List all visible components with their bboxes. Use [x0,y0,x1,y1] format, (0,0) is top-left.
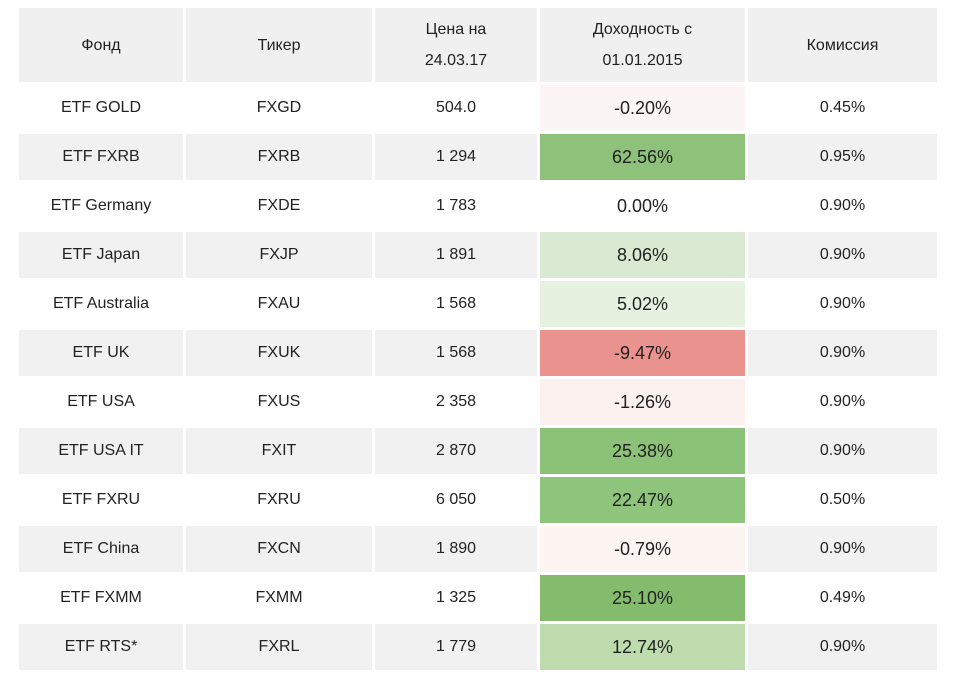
fee-cell: 0.95% [748,134,937,180]
fund-cell: ETF Australia [19,281,183,327]
column-header-price-line2: 24.03.17 [424,52,488,69]
fee-cell: 0.90% [748,183,937,229]
ticker-cell: FXUK [186,330,372,376]
price-cell: 1 779 [375,624,537,670]
table-row: ETF GOLD FXGD 504.0 -0.20% 0.45% [19,85,937,131]
price-cell: 1 891 [375,232,537,278]
table-row: ETF FXRB FXRB 1 294 62.56% 0.95% [19,134,937,180]
return-cell: 8.06% [540,232,745,278]
column-header-fee: Комиссия [748,8,937,82]
fund-cell: ETF GOLD [19,85,183,131]
table-header: Фонд Тикер Цена на 24.03.17 Доходность с… [19,8,937,82]
price-cell: 1 783 [375,183,537,229]
fee-cell: 0.90% [748,624,937,670]
ticker-cell: FXMM [186,575,372,621]
return-cell: 25.38% [540,428,745,474]
table-row: ETF FXMM FXMM 1 325 25.10% 0.49% [19,575,937,621]
table-body: ETF GOLD FXGD 504.0 -0.20% 0.45% ETF FXR… [19,85,937,670]
fee-cell: 0.90% [748,526,937,572]
column-header-price: Цена на 24.03.17 [375,8,537,82]
fee-cell: 0.90% [748,379,937,425]
table-row: ETF Germany FXDE 1 783 0.00% 0.90% [19,183,937,229]
price-cell: 6 050 [375,477,537,523]
ticker-cell: FXGD [186,85,372,131]
return-cell: 22.47% [540,477,745,523]
ticker-cell: FXRU [186,477,372,523]
table-row: ETF China FXCN 1 890 -0.79% 0.90% [19,526,937,572]
table-row: ETF USA FXUS 2 358 -1.26% 0.90% [19,379,937,425]
ticker-cell: FXUS [186,379,372,425]
fee-cell: 0.90% [748,281,937,327]
table-row: ETF FXRU FXRU 6 050 22.47% 0.50% [19,477,937,523]
table-row: ETF RTS* FXRL 1 779 12.74% 0.90% [19,624,937,670]
ticker-cell: FXCN [186,526,372,572]
column-header-return: Доходность с 01.01.2015 [540,8,745,82]
fee-cell: 0.45% [748,85,937,131]
column-header-ticker: Тикер [186,8,372,82]
fund-cell: ETF FXMM [19,575,183,621]
price-cell: 1 568 [375,330,537,376]
column-header-return-line1: Доходность с [592,21,693,38]
column-header-price-line1: Цена на [425,21,487,38]
column-header-return-line2: 01.01.2015 [602,52,683,69]
fund-cell: ETF RTS* [19,624,183,670]
fee-cell: 0.49% [748,575,937,621]
column-header-fee-label: Комиссия [806,36,879,54]
return-cell: 0.00% [540,183,745,229]
fee-cell: 0.90% [748,232,937,278]
fee-cell: 0.50% [748,477,937,523]
return-cell: -0.20% [540,85,745,131]
header-row: Фонд Тикер Цена на 24.03.17 Доходность с… [19,8,937,82]
fund-cell: ETF China [19,526,183,572]
fund-cell: ETF FXRB [19,134,183,180]
ticker-cell: FXRL [186,624,372,670]
fund-cell: ETF FXRU [19,477,183,523]
table-row: ETF UK FXUK 1 568 -9.47% 0.90% [19,330,937,376]
etf-table: Фонд Тикер Цена на 24.03.17 Доходность с… [16,5,940,673]
price-cell: 1 890 [375,526,537,572]
return-cell: 25.10% [540,575,745,621]
column-header-fund-label: Фонд [81,36,121,54]
table-row: ETF Australia FXAU 1 568 5.02% 0.90% [19,281,937,327]
table-row: ETF USA IT FXIT 2 870 25.38% 0.90% [19,428,937,474]
fund-cell: ETF Japan [19,232,183,278]
column-header-ticker-label: Тикер [257,36,301,54]
column-header-fund: Фонд [19,8,183,82]
price-cell: 1 568 [375,281,537,327]
fund-cell: ETF USA IT [19,428,183,474]
ticker-cell: FXIT [186,428,372,474]
fund-cell: ETF Germany [19,183,183,229]
table-row: ETF Japan FXJP 1 891 8.06% 0.90% [19,232,937,278]
fee-cell: 0.90% [748,428,937,474]
ticker-cell: FXAU [186,281,372,327]
ticker-cell: FXRB [186,134,372,180]
price-cell: 1 294 [375,134,537,180]
return-cell: 62.56% [540,134,745,180]
fund-cell: ETF USA [19,379,183,425]
price-cell: 1 325 [375,575,537,621]
ticker-cell: FXJP [186,232,372,278]
return-cell: 5.02% [540,281,745,327]
return-cell: -9.47% [540,330,745,376]
return-cell: -1.26% [540,379,745,425]
fee-cell: 0.90% [748,330,937,376]
fund-cell: ETF UK [19,330,183,376]
price-cell: 2 870 [375,428,537,474]
return-cell: 12.74% [540,624,745,670]
ticker-cell: FXDE [186,183,372,229]
price-cell: 504.0 [375,85,537,131]
return-cell: -0.79% [540,526,745,572]
price-cell: 2 358 [375,379,537,425]
